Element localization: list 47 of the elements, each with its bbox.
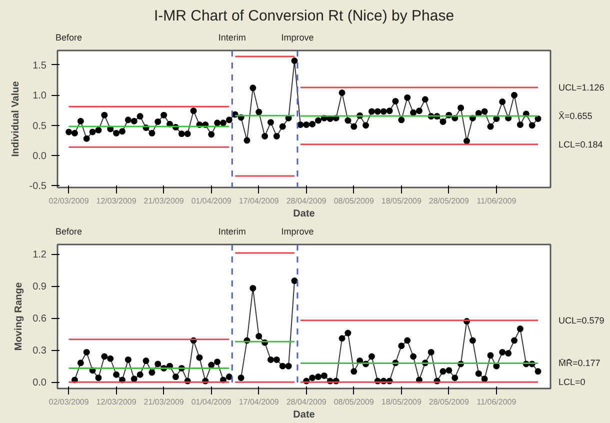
x-axis-title: Date: [293, 410, 316, 420]
x-tick-label: 28/04/2009: [286, 398, 327, 406]
x-tick-label: 17/04/2009: [238, 398, 280, 406]
x-tick-label: 01/04/2009: [191, 398, 232, 406]
text: M̄R̄=0.177: [558, 358, 600, 368]
y-axis-title: Individual Value: [10, 80, 22, 157]
y-axis-title: Moving Range: [14, 282, 25, 351]
text: LCL=0.184: [558, 139, 603, 150]
x-tick-label: 28/05/2009: [428, 398, 470, 406]
y-tick-label: 1.5: [32, 60, 47, 72]
y-tick-label: 0.5: [32, 120, 47, 132]
x-tick-label: 11/06/2009: [476, 398, 517, 406]
text: Interim: [218, 226, 246, 236]
text: Before: [56, 32, 82, 42]
text: Improve: [281, 226, 314, 236]
y-tick-label: -0.5: [29, 181, 47, 192]
x-tick-label: 28/04/2009: [286, 196, 327, 206]
x-tick-label: 28/05/2009: [428, 196, 470, 206]
y-tick-label: 0.0: [32, 378, 47, 389]
y-tick-label: 1.0: [32, 90, 47, 102]
text: UCL=1.126: [558, 82, 604, 93]
x-tick-label: 01/04/2009: [191, 196, 232, 206]
y-tick-label: 1.2: [32, 250, 47, 261]
x-tick-label: 08/05/2009: [334, 196, 374, 206]
x-tick-label: 12/03/2009: [96, 196, 137, 206]
y-tick-label: 0.3: [32, 346, 47, 357]
x-tick-label: 17/04/2009: [238, 196, 280, 206]
x-axis-title: Date: [293, 208, 316, 220]
text: UCL=0.579: [558, 315, 604, 326]
x-tick-label: 21/03/2009: [144, 196, 184, 206]
text: X̄=0.655: [558, 110, 592, 121]
x-tick-label: 21/03/2009: [144, 398, 184, 406]
text: Improve: [281, 32, 314, 42]
x-tick-label: 02/03/2009: [48, 196, 90, 206]
y-tick-label: 0.0: [32, 151, 47, 162]
x-tick-label: 08/05/2009: [334, 398, 374, 406]
y-tick-label: 0.9: [32, 282, 47, 293]
x-tick-label: 18/05/2009: [381, 398, 422, 406]
x-tick-label: 11/06/2009: [476, 196, 517, 206]
chart-title: I-MR Chart of Conversion Rt (Nice) by Phase: [154, 8, 454, 24]
text: Before: [56, 226, 82, 236]
x-tick-label: 02/03/2009: [48, 398, 90, 406]
y-tick-label: 0.6: [32, 314, 47, 325]
text: Interim: [218, 32, 246, 42]
text: LCL=0: [558, 377, 586, 388]
x-tick-label: 12/03/2009: [96, 398, 137, 406]
x-tick-label: 18/05/2009: [381, 196, 422, 206]
